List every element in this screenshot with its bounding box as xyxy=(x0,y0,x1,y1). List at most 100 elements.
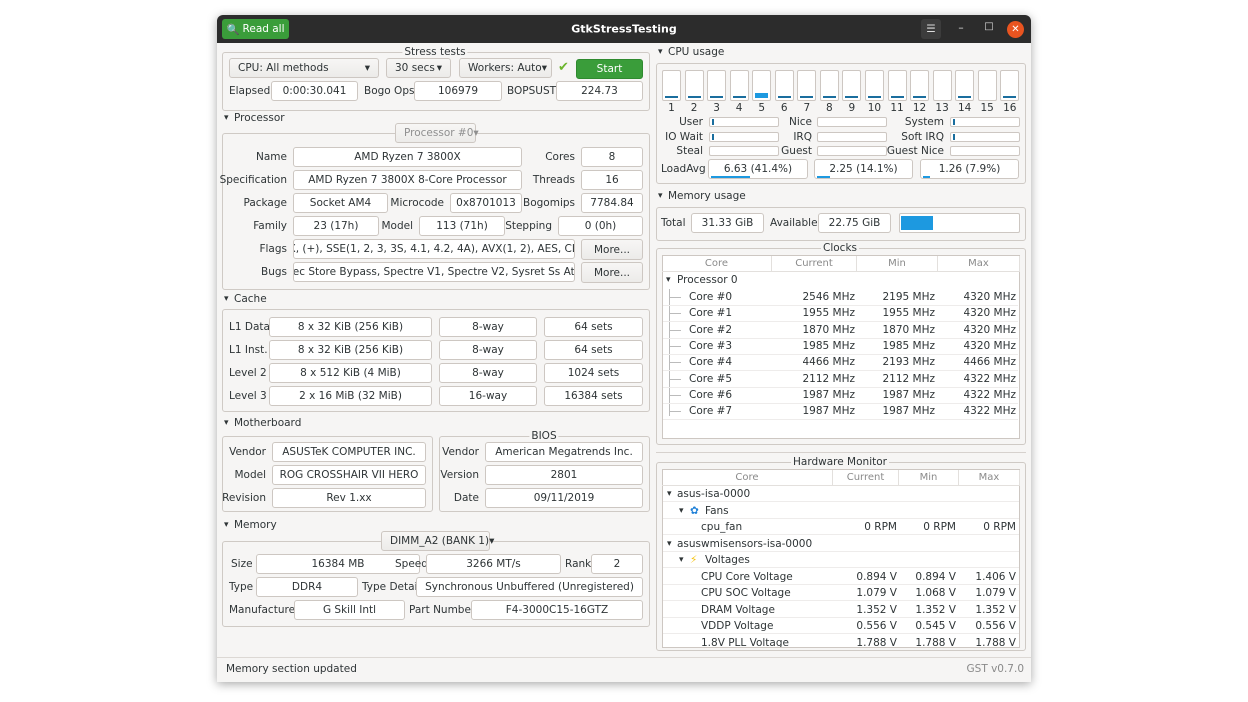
bugs-more-button[interactable]: More... xyxy=(581,262,643,283)
cache-size: 8 x 512 KiB (4 MiB) xyxy=(269,363,432,383)
loadavg-bar xyxy=(923,176,931,178)
tree-line xyxy=(669,289,670,416)
menu-button[interactable]: ☰ xyxy=(921,19,941,39)
motherboard-section-expander[interactable]: ▾ xyxy=(224,418,229,428)
maximize-button[interactable]: □ xyxy=(984,21,994,32)
hwmon-row[interactable]: ▾ ⚡ Voltages xyxy=(663,552,1019,568)
minimize-button[interactable]: – xyxy=(958,22,964,34)
workers-combo[interactable]: Workers: Auto ▾ xyxy=(459,58,552,78)
cpu-stat-label: IO Wait xyxy=(665,130,703,143)
clocks-tree-header[interactable]: Core xyxy=(662,256,772,272)
name-label: Name xyxy=(256,151,287,163)
loadavg-label: LoadAvg xyxy=(661,163,706,175)
clocks-tree-header[interactable]: Current xyxy=(772,256,857,272)
clock-max: 4320 MHz xyxy=(963,307,1016,320)
tree-line xyxy=(669,313,681,315)
check-icon: ✔ xyxy=(558,60,569,75)
cpu-stat-bar xyxy=(950,146,1020,156)
fan-icon: ✿ xyxy=(690,504,699,517)
expander-icon[interactable]: ▾ xyxy=(667,538,672,549)
manufacturer-label: Manufacturer xyxy=(229,604,300,616)
start-button[interactable]: Start xyxy=(576,59,643,79)
hwmon-value: 0.545 V xyxy=(915,620,956,632)
cpu-usage-section-heading[interactable]: CPU usage xyxy=(668,46,725,58)
bogomips-value: 7784.84 xyxy=(581,193,643,213)
cpu-core-number: 1 xyxy=(668,102,675,114)
cpu-core-load xyxy=(732,96,746,98)
cpu-core-bar xyxy=(797,70,817,101)
processor-combo[interactable]: Processor #0 ▾ xyxy=(395,123,479,143)
duration-combo[interactable]: 30 secs ▾ xyxy=(386,58,451,78)
microcode-label: Microcode xyxy=(390,197,444,209)
threads-value: 16 xyxy=(581,170,643,190)
clock-core-name: Core #7 xyxy=(689,405,733,418)
clocks-tree-header[interactable]: Max xyxy=(938,256,1020,272)
cores-value: 8 xyxy=(581,147,643,167)
bios-date-label: Date xyxy=(453,492,479,504)
cache-section-heading[interactable]: Cache xyxy=(234,293,267,305)
model-value: 113 (71h) xyxy=(419,216,505,236)
rank-value: 2 xyxy=(591,554,643,574)
expander-icon[interactable]: ▾ xyxy=(679,505,684,516)
expander-icon[interactable]: ▾ xyxy=(679,555,684,565)
chevron-down-icon: ▾ xyxy=(364,62,370,74)
hwmon-row[interactable]: ▾ asuswmisensors-isa-0000 xyxy=(663,536,1019,552)
clock-core-name: Core #5 xyxy=(689,372,733,385)
memory-section-expander[interactable]: ▾ xyxy=(224,520,229,530)
tree-line xyxy=(669,362,681,364)
motherboard-section-heading[interactable]: Motherboard xyxy=(234,417,302,429)
memory-usage-frame xyxy=(656,207,1026,241)
read-all-button[interactable]: 🔍 Read all xyxy=(222,19,289,39)
cache-size: 8 x 32 KiB (256 KiB) xyxy=(269,340,432,360)
hwmon-row[interactable]: CPU Core Voltage 0.894 V 0.894 V 1.406 V xyxy=(663,569,1019,585)
hwmon-tree-header[interactable]: Core xyxy=(662,470,833,486)
clock-current: 2112 MHz xyxy=(802,372,855,385)
tree-line xyxy=(669,394,681,396)
pane-separator[interactable] xyxy=(656,452,1026,453)
clocks-tree[interactable] xyxy=(662,255,1020,439)
cpu-core-bar xyxy=(977,70,997,101)
dimm-combo[interactable]: DIMM_A2 (BANK 1) ▾ xyxy=(381,531,494,551)
hwmon-tree[interactable] xyxy=(662,469,1020,648)
bopsust-value: 224.73 xyxy=(556,81,643,101)
clocks-tree-header[interactable]: Min xyxy=(857,256,938,272)
memory-usage-section-expander[interactable]: ▾ xyxy=(658,191,663,201)
method-combo[interactable]: CPU: All methods ▾ xyxy=(229,58,379,78)
cpu-core-bar xyxy=(774,70,794,101)
cpu-core-number: 7 xyxy=(803,102,811,114)
board-model-value: ROG CROSSHAIR VII HERO xyxy=(272,465,426,485)
clock-current: 2546 MHz xyxy=(802,291,855,303)
bios-version-value: 2801 xyxy=(485,465,643,485)
hwmon-row[interactable]: cpu_fan 0 RPM 0 RPM 0 RPM xyxy=(663,519,1019,535)
processor-section-expander[interactable]: ▾ xyxy=(224,113,229,123)
hwmon-row[interactable]: ▾ asus-isa-0000 xyxy=(663,486,1019,502)
hwmon-value: 1.079 V xyxy=(856,587,897,599)
hwmon-row[interactable]: DRAM Voltage 1.352 V 1.352 V 1.352 V xyxy=(663,602,1019,618)
hwmon-frame-title: Hardware Monitor xyxy=(791,456,889,468)
close-button[interactable]: ✕ xyxy=(1007,21,1024,38)
cpu-stat-label: User xyxy=(679,116,703,128)
type-detail-value: Synchronous Unbuffered (Unregistered) xyxy=(416,577,643,597)
hwmon-tree-header[interactable]: Min xyxy=(899,470,959,486)
cache-section-expander[interactable]: ▾ xyxy=(224,294,229,304)
cpu-core-bar xyxy=(887,70,907,101)
flags-value: MMX, (+), SSE(1, 2, 3, 3S, 4.1, 4.2, 4A)… xyxy=(293,239,575,259)
hwmon-tree-header[interactable]: Current xyxy=(833,470,899,486)
flags-more-button[interactable]: More... xyxy=(581,239,643,260)
expander-icon[interactable]: ▾ xyxy=(667,489,672,499)
processor-section-heading[interactable]: Processor xyxy=(234,112,285,124)
family-value: 23 (17h) xyxy=(293,216,379,236)
hwmon-name: Fans xyxy=(705,504,729,517)
hwmon-tree-header[interactable]: Max xyxy=(959,470,1020,486)
cpu-core-number: 9 xyxy=(848,102,856,114)
hwmon-row[interactable]: 1.8V PLL Voltage 1.788 V 1.788 V 1.788 V xyxy=(663,635,1019,648)
memory-section-heading[interactable]: Memory xyxy=(234,519,277,531)
cpu-usage-section-expander[interactable]: ▾ xyxy=(658,47,663,57)
hwmon-row[interactable]: ▾ ✿ Fans xyxy=(663,503,1019,519)
memory-usage-section-heading[interactable]: Memory usage xyxy=(668,190,746,202)
clock-current: 1870 MHz xyxy=(802,323,855,336)
lightning-icon: ⚡ xyxy=(690,554,698,566)
hwmon-value: 1.788 V xyxy=(856,636,897,648)
hwmon-row[interactable]: VDDP Voltage 0.556 V 0.545 V 0.556 V xyxy=(663,618,1019,634)
hwmon-row[interactable]: CPU SOC Voltage 1.079 V 1.068 V 1.079 V xyxy=(663,585,1019,601)
